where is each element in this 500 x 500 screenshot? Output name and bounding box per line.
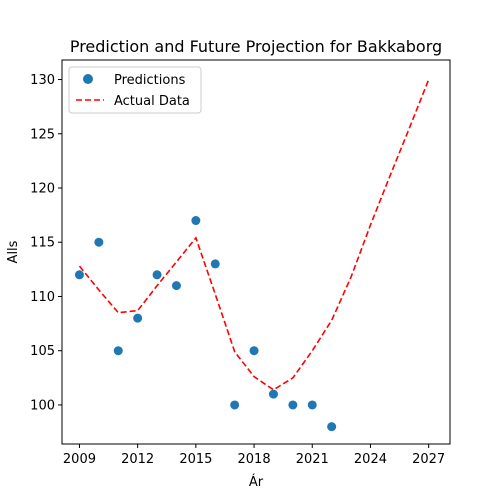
x-tick-label: 2018 [238,452,271,467]
plot-frame [61,59,451,445]
scatter-point-prediction [327,422,337,432]
scatter-point-prediction [94,237,104,247]
chart-title: Prediction and Future Projection for Bak… [70,37,442,56]
scatter-point-prediction [230,400,240,410]
x-axis: 2009 2012 2015 2018 2021 2024 2027 [63,444,445,467]
scatter-point-prediction [113,346,123,356]
scatter-point-prediction [307,400,317,410]
scatter-point-prediction [249,346,259,356]
y-tick-label: 120 [30,182,55,197]
legend-marker-predictions [83,74,93,84]
x-tick-label: 2015 [179,452,212,467]
y-tick-label: 130 [30,73,55,88]
y-tick-label: 100 [30,398,55,413]
y-tick-label: 115 [30,236,55,251]
y-axis-label: Alls [6,240,21,263]
x-tick-label: 2009 [63,452,96,467]
series-layer [74,79,430,432]
legend-label-predictions: Predictions [114,73,186,88]
scatter-point-prediction [191,216,201,226]
y-axis: 100 105 110 115 120 125 130 [30,73,62,413]
legend-label-actual-data: Actual Data [114,94,190,109]
scatter-point-prediction [133,313,143,323]
y-tick-label: 110 [30,290,55,305]
legend: Predictions Actual Data [68,66,202,114]
scatter-point-prediction [171,281,181,291]
y-tick-label: 105 [30,344,55,359]
scatter-point-prediction [210,259,220,269]
scatter-point-prediction [288,400,298,410]
series-line-actual-data [78,79,430,391]
scatter-point-prediction [74,270,84,280]
legend-box [68,66,202,114]
scatter-point-prediction [268,389,278,399]
scatter-point-prediction [152,270,162,280]
x-tick-label: 2027 [412,452,445,467]
x-tick-label: 2024 [354,452,387,467]
x-axis-label: Ár [249,474,264,490]
x-tick-label: 2012 [121,452,154,467]
y-tick-label: 125 [30,127,55,142]
x-tick-label: 2021 [296,452,329,467]
